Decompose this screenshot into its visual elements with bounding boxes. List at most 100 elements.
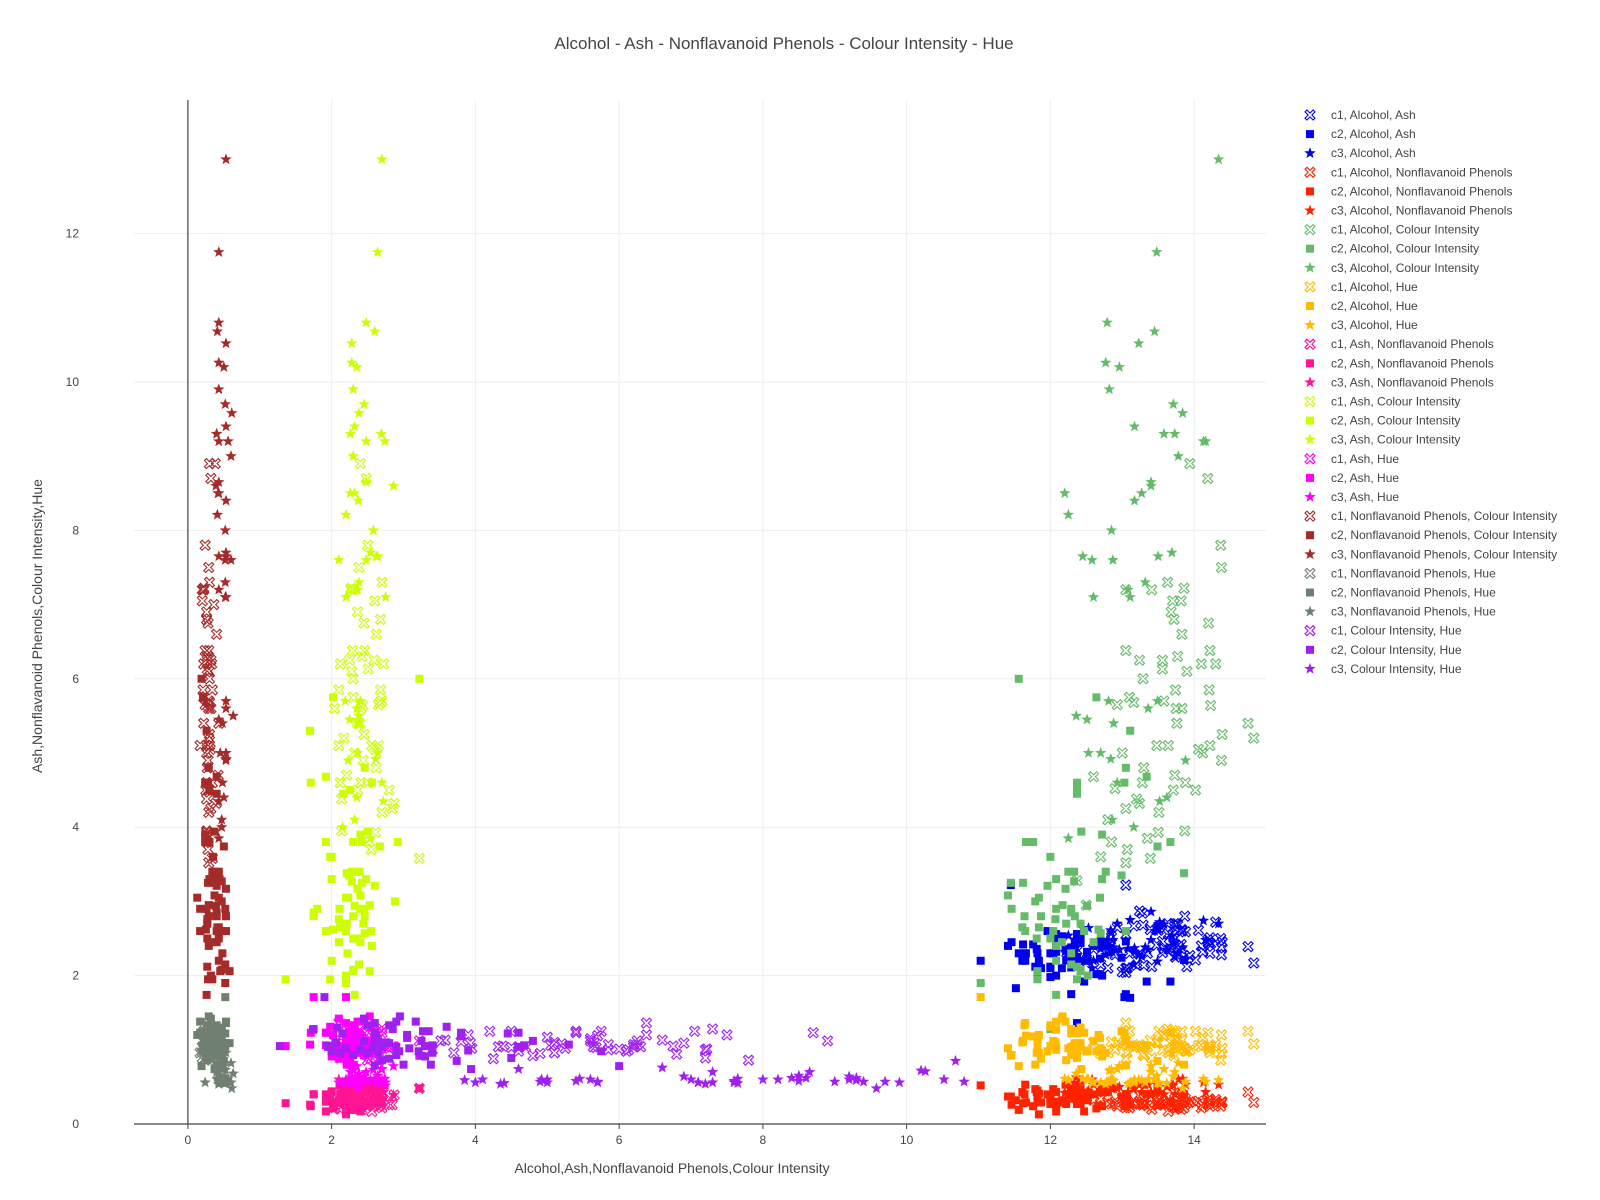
- legend-item[interactable]: c2, Alcohol, Nonflavanoid Phenols: [1306, 184, 1512, 198]
- data-point: [1052, 1017, 1061, 1026]
- data-point: [492, 1041, 505, 1053]
- data-point: [1033, 967, 1042, 976]
- legend-item[interactable]: c1, Alcohol, Colour Intensity: [1304, 223, 1479, 237]
- legend-item[interactable]: c2, Ash, Colour Intensity: [1306, 414, 1460, 428]
- data-point: [1204, 739, 1216, 752]
- legend-item[interactable]: c2, Nonflavanoid Phenols, Colour Intensi…: [1306, 528, 1557, 542]
- data-point: [1197, 914, 1210, 926]
- data-point: [829, 1075, 841, 1087]
- data-point: [225, 450, 237, 462]
- data-point: [1139, 941, 1151, 953]
- data-point: [1007, 904, 1016, 913]
- data-point: [343, 654, 356, 667]
- data-point: [306, 726, 315, 735]
- legend-item[interactable]: c3, Alcohol, Nonflavanoid Phenols: [1304, 204, 1512, 218]
- data-point: [584, 1032, 597, 1045]
- data-point: [201, 663, 214, 675]
- legend-item[interactable]: c1, Ash, Hue: [1304, 452, 1399, 466]
- legend-item[interactable]: c2, Alcohol, Ash: [1306, 127, 1416, 141]
- series-c1-colour-intensity-hue: [426, 1017, 834, 1066]
- data-point: [699, 1044, 712, 1056]
- data-point: [221, 927, 230, 936]
- legend-marker: [1304, 319, 1316, 330]
- data-point: [1072, 1019, 1081, 1028]
- data-point: [360, 1075, 372, 1087]
- y-tick-label: 6: [72, 672, 79, 686]
- legend-label: c1, Ash, Hue: [1331, 452, 1399, 466]
- legend-item[interactable]: c1, Ash, Colour Intensity: [1304, 395, 1460, 409]
- data-point: [1215, 1097, 1228, 1109]
- legend-item[interactable]: c1, Nonflavanoid Phenols, Colour Intensi…: [1304, 509, 1557, 523]
- y-axis-title: Ash,Nonflavanoid Phenols,Colour Intensit…: [29, 479, 45, 773]
- legend-item[interactable]: c3, Ash, Colour Intensity: [1304, 433, 1460, 447]
- data-point: [336, 923, 345, 932]
- data-point: [1242, 717, 1254, 730]
- legend-item[interactable]: c2, Nonflavanoid Phenols, Hue: [1306, 586, 1496, 600]
- legend-item[interactable]: c2, Colour Intensity, Hue: [1306, 643, 1462, 657]
- data-point: [219, 398, 231, 410]
- data-point: [1171, 717, 1183, 730]
- data-point: [1135, 950, 1148, 962]
- legend-item[interactable]: c1, Ash, Nonflavanoid Phenols: [1304, 337, 1494, 351]
- legend-marker: [1304, 605, 1316, 617]
- legend-item[interactable]: c3, Ash, Nonflavanoid Phenols: [1304, 375, 1494, 389]
- data-point: [1248, 1096, 1260, 1109]
- legend-item[interactable]: c1, Alcohol, Nonflavanoid Phenols: [1304, 165, 1512, 179]
- data-point: [1094, 746, 1107, 758]
- data-point: [1058, 932, 1067, 941]
- legend-item[interactable]: c3, Nonflavanoid Phenols, Colour Intensi…: [1304, 547, 1557, 561]
- legend-item[interactable]: c1, Nonflavanoid Phenols, Hue: [1304, 566, 1496, 580]
- data-point: [469, 1076, 482, 1088]
- data-point: [1117, 953, 1126, 962]
- data-point: [357, 1102, 366, 1111]
- legend-item[interactable]: c3, Nonflavanoid Phenols, Hue: [1304, 605, 1496, 619]
- data-point: [1153, 916, 1166, 928]
- data-point: [196, 583, 209, 596]
- legend-item[interactable]: c3, Ash, Hue: [1304, 490, 1399, 504]
- data-point: [364, 1086, 377, 1097]
- data-point: [1175, 1041, 1187, 1053]
- legend-item[interactable]: c1, Alcohol, Ash: [1304, 108, 1416, 122]
- legend-label: c3, Alcohol, Ash: [1331, 146, 1416, 160]
- data-point: [1077, 827, 1086, 836]
- legend-item[interactable]: c2, Alcohol, Hue: [1306, 299, 1418, 313]
- data-point: [345, 786, 354, 795]
- data-point: [1189, 1025, 1202, 1038]
- data-point: [1107, 717, 1120, 729]
- series-c3-ash-colour-intensity: [333, 153, 400, 844]
- data-point: [1156, 1029, 1169, 1041]
- data-point: [1007, 1100, 1016, 1109]
- data-point: [1062, 1056, 1071, 1065]
- data-point: [1062, 508, 1075, 520]
- data-point: [202, 843, 214, 856]
- legend-item[interactable]: c1, Alcohol, Hue: [1304, 280, 1418, 294]
- data-point: [350, 901, 359, 910]
- data-point: [347, 1064, 359, 1076]
- data-point: [1072, 975, 1081, 984]
- legend-item[interactable]: c3, Colour Intensity, Hue: [1304, 662, 1462, 676]
- data-point: [344, 893, 353, 902]
- data-point: [1094, 851, 1107, 863]
- legend-item[interactable]: c2, Ash, Nonflavanoid Phenols: [1306, 356, 1494, 370]
- legend-item[interactable]: c3, Alcohol, Colour Intensity: [1304, 261, 1479, 275]
- data-point: [320, 993, 329, 1002]
- data-point: [306, 1040, 315, 1049]
- data-point: [202, 857, 215, 869]
- legend-item[interactable]: c3, Alcohol, Ash: [1304, 146, 1416, 160]
- data-point: [209, 852, 218, 861]
- data-point: [807, 1026, 819, 1039]
- legend-item[interactable]: c2, Ash, Hue: [1306, 471, 1399, 485]
- data-point: [1062, 832, 1075, 844]
- data-point: [326, 1022, 335, 1031]
- data-point: [1067, 1025, 1076, 1034]
- legend-item[interactable]: c2, Alcohol, Colour Intensity: [1306, 242, 1479, 256]
- legend-item[interactable]: c3, Alcohol, Hue: [1304, 318, 1418, 332]
- data-point: [225, 967, 234, 976]
- data-point: [217, 1036, 226, 1045]
- data-point: [534, 1075, 546, 1087]
- data-point: [1142, 943, 1154, 955]
- legend-item[interactable]: c1, Colour Intensity, Hue: [1304, 624, 1462, 638]
- data-point: [1161, 1080, 1173, 1092]
- data-point: [356, 938, 365, 947]
- data-point: [220, 754, 232, 766]
